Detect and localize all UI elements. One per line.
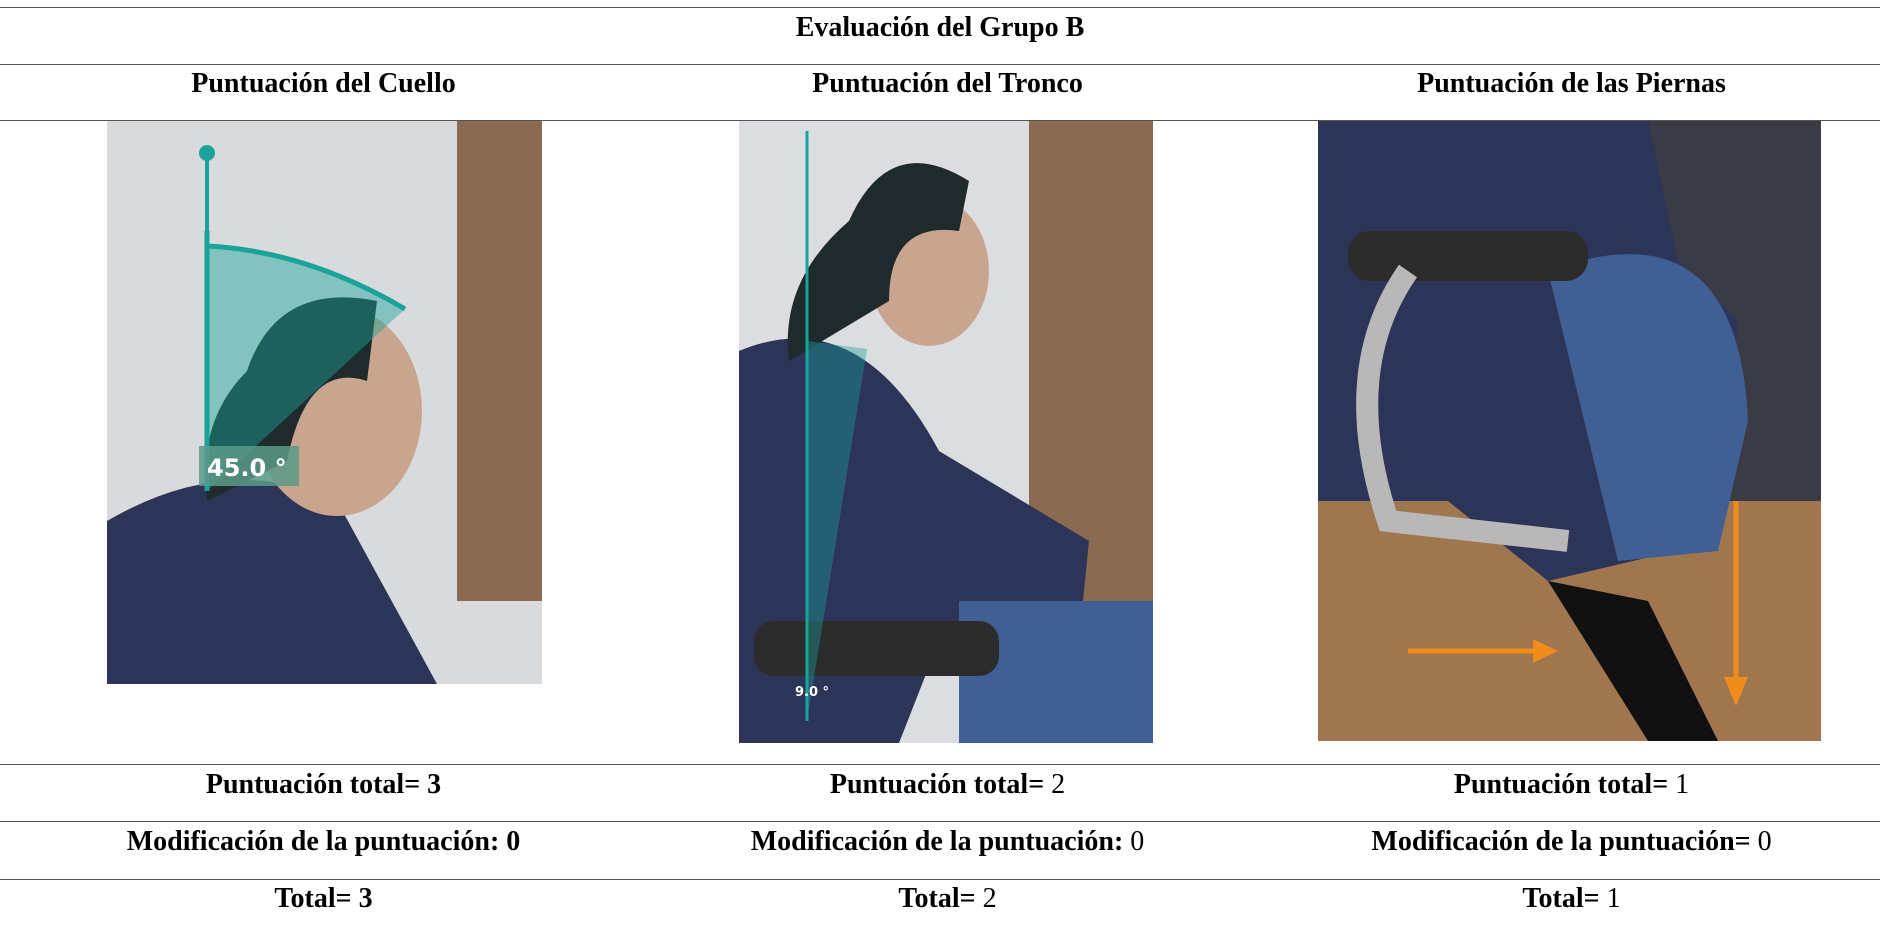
cell-value: 2 (1051, 769, 1066, 800)
angle-label: 45.0 ° (207, 454, 287, 482)
cell-value: 2 (982, 883, 997, 914)
cell-value: 0 (506, 826, 521, 857)
rule (0, 764, 1880, 765)
table-cell: Modificación de la puntuación: 0 (10, 826, 637, 858)
cell-value: 1 (1606, 883, 1621, 914)
trunk-photo: 9.0 ° (739, 121, 1153, 743)
rule (0, 7, 1880, 8)
legs-photo (1318, 121, 1821, 741)
table-cell: Modificación de la puntuación= 0 (1258, 826, 1880, 858)
cell-value: 1 (1675, 769, 1690, 800)
cell-label: Modificación de la puntuación: (126, 826, 500, 857)
rule (0, 64, 1880, 65)
table-cell: Total= 1 (1258, 883, 1880, 915)
table-cell: Total= 3 (10, 883, 637, 915)
cell-value: 3 (358, 883, 373, 914)
rule (0, 879, 1880, 880)
table-cell: Modificación de la puntuación: 0 (634, 826, 1261, 858)
rule (0, 821, 1880, 822)
cell-value: 3 (427, 769, 442, 800)
cell-label: Total= (898, 883, 976, 914)
neck-photo: 45.0 ° (107, 121, 542, 684)
table-cell: Puntuación total= 2 (634, 769, 1261, 801)
cell-label: Puntuación total= (1453, 769, 1669, 800)
cell-value: 0 (1757, 826, 1772, 857)
column-header: Puntuación del Cuello (191, 68, 456, 99)
cell-label: Total= (1522, 883, 1600, 914)
table-cell: Total= 2 (634, 883, 1261, 915)
cell-label: Puntuación total= (829, 769, 1045, 800)
cell-label: Puntuación total= (205, 769, 421, 800)
table-title: Evaluación del Grupo B (795, 12, 1085, 43)
cell-value: 0 (1130, 826, 1145, 857)
cell-label: Modificación de la puntuación= (1371, 826, 1751, 857)
angle-label: 9.0 ° (795, 685, 829, 700)
column-header: Puntuación de las Piernas (1417, 68, 1726, 99)
cell-label: Modificación de la puntuación: (750, 826, 1124, 857)
cell-label: Total= (274, 883, 352, 914)
table-cell: Puntuación total= 1 (1258, 769, 1880, 801)
rule (0, 120, 1880, 121)
table-cell: Puntuación total= 3 (10, 769, 637, 801)
column-header: Puntuación del Tronco (812, 68, 1083, 99)
